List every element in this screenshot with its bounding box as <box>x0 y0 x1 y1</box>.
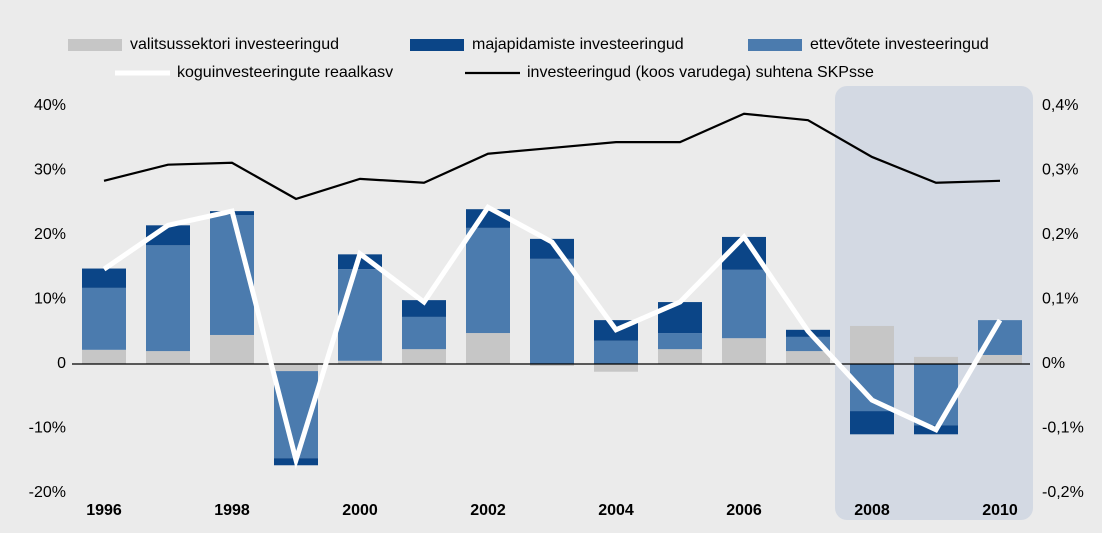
bar-segment <box>210 334 254 364</box>
legend-swatch <box>748 39 802 51</box>
bar-segment <box>466 333 510 364</box>
legend-label: koguinvesteeringute reaalkasv <box>177 64 393 81</box>
bar-segment <box>402 349 446 364</box>
y2-tick-label: 0% <box>1042 355 1065 372</box>
bar-segment <box>594 364 638 372</box>
bar-segment <box>466 227 510 334</box>
bar-segment <box>402 300 446 317</box>
highlight-region <box>835 86 1033 520</box>
y-tick-label: 20% <box>34 226 66 243</box>
bar-segment <box>722 338 766 364</box>
bar-segment <box>786 351 830 364</box>
bar-segment <box>338 360 382 364</box>
y2-tick-label: 0,3% <box>1042 162 1078 179</box>
bar-segment <box>530 258 574 364</box>
y-tick-label: -20% <box>29 484 66 501</box>
bar-segment <box>914 356 958 364</box>
y-tick-label: -10% <box>29 420 66 437</box>
x-tick-label: 2006 <box>726 502 762 519</box>
y-tick-label: 30% <box>34 162 66 179</box>
x-tick-label: 2002 <box>470 502 506 519</box>
legend-label: ettevõtete investeeringud <box>810 36 989 53</box>
bar-segment <box>466 209 510 228</box>
bar-segment <box>338 269 382 361</box>
line-series <box>102 203 1003 470</box>
bar-segment <box>82 349 126 364</box>
bar-segment <box>978 354 1022 364</box>
legend-swatch <box>68 39 122 51</box>
bar-segment <box>82 268 126 288</box>
legend-label: valitsussektori investeeringud <box>130 36 339 53</box>
bar-segment <box>402 316 446 350</box>
bar-segment <box>850 364 894 412</box>
y2-tick-label: 0,2% <box>1042 226 1078 243</box>
legend-label: investeeringud (koos varudega) suhtena S… <box>527 64 874 81</box>
y-tick-label: 40% <box>34 97 66 114</box>
bar-segment <box>850 411 894 435</box>
bar-segment <box>82 287 126 350</box>
bar-segment <box>722 269 766 339</box>
x-tick-label: 2008 <box>854 502 890 519</box>
line-series <box>103 112 1001 201</box>
y-tick-label: 0 <box>57 355 66 372</box>
bar-segment <box>146 351 190 364</box>
x-tick-label: 2004 <box>598 502 634 519</box>
x-tick-label: 1998 <box>214 502 250 519</box>
y2-tick-label: 0,1% <box>1042 291 1078 308</box>
y2-tick-label: 0,4% <box>1042 97 1078 114</box>
bar-segment <box>658 349 702 364</box>
legend-label: majapidamiste investeeringud <box>472 36 684 53</box>
x-tick-label: 2010 <box>982 502 1018 519</box>
bar-segment <box>914 364 958 426</box>
bar-segment <box>530 364 574 366</box>
bar-segment <box>658 333 702 350</box>
bar-segment <box>274 364 318 372</box>
y2-tick-label: -0,1% <box>1042 420 1084 437</box>
x-tick-label: 1996 <box>86 502 122 519</box>
bar-segment <box>146 245 190 352</box>
legend-swatch <box>410 39 464 51</box>
y-tick-label: 10% <box>34 291 66 308</box>
bar-segment <box>850 325 894 364</box>
x-tick-label: 2000 <box>342 502 378 519</box>
bar-segment <box>594 340 638 364</box>
y2-tick-label: -0,2% <box>1042 484 1084 501</box>
